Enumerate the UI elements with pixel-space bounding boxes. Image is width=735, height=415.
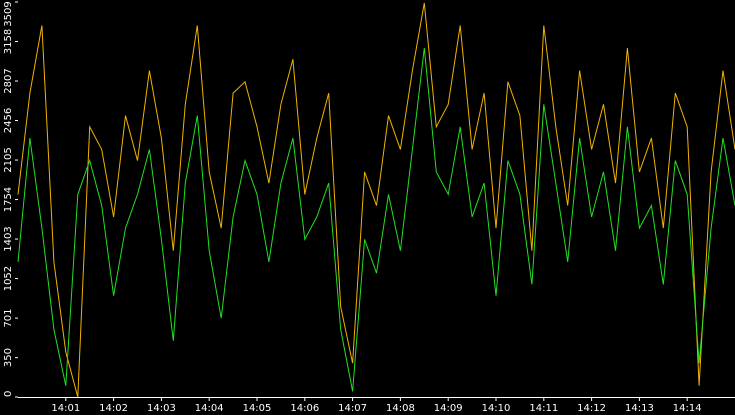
x-tick-label: 14:03 <box>147 403 176 414</box>
x-tick-label: 14:14 <box>673 403 702 414</box>
data-line <box>17 2 735 398</box>
x-tick-label: 14:10 <box>482 403 511 414</box>
x-tick-label: 14:01 <box>51 403 80 414</box>
y-tick-label: 3158 <box>3 29 14 54</box>
x-tick-label: 14:04 <box>195 403 224 414</box>
y-tick-label: 350 <box>3 348 14 367</box>
x-tick-label: 14:05 <box>243 403 272 414</box>
y-tick-label: 0 <box>3 391 14 397</box>
x-tick-label: 14:11 <box>529 403 558 414</box>
data-line <box>17 47 735 392</box>
y-tick-label: 2807 <box>3 68 14 93</box>
y-tick-label: 2456 <box>3 108 14 133</box>
x-tick-label: 14:09 <box>434 403 463 414</box>
y-tick-label: 1052 <box>3 266 14 291</box>
x-tick-label: 14:13 <box>625 403 654 414</box>
y-tick-label: 1754 <box>3 187 14 212</box>
y-tick-label: 3509 <box>3 1 14 26</box>
x-tick-label: 14:02 <box>99 403 128 414</box>
x-tick-label: 14:08 <box>386 403 415 414</box>
y-tick-label: 2105 <box>3 147 14 172</box>
y-tick-label: 1403 <box>3 226 14 251</box>
x-tick-label: 14:06 <box>290 403 319 414</box>
x-tick-label: 14:12 <box>577 403 606 414</box>
y-tick-label: 701 <box>3 309 14 328</box>
x-tick-label: 14:07 <box>338 403 367 414</box>
